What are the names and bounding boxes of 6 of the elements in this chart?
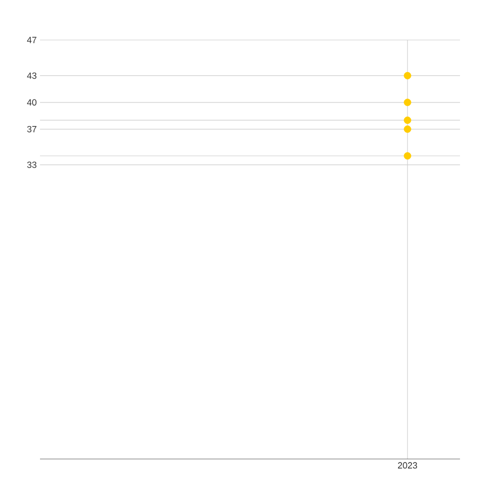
y-tick-label: 43 [27,72,36,79]
y-tick-label: 37 [27,126,36,132]
x-tick-label: 2023 [398,462,418,469]
y-tick-label: 33 [27,162,36,168]
y-tick-label: 40 [27,99,36,106]
y-tick-label: 47 [27,36,36,44]
